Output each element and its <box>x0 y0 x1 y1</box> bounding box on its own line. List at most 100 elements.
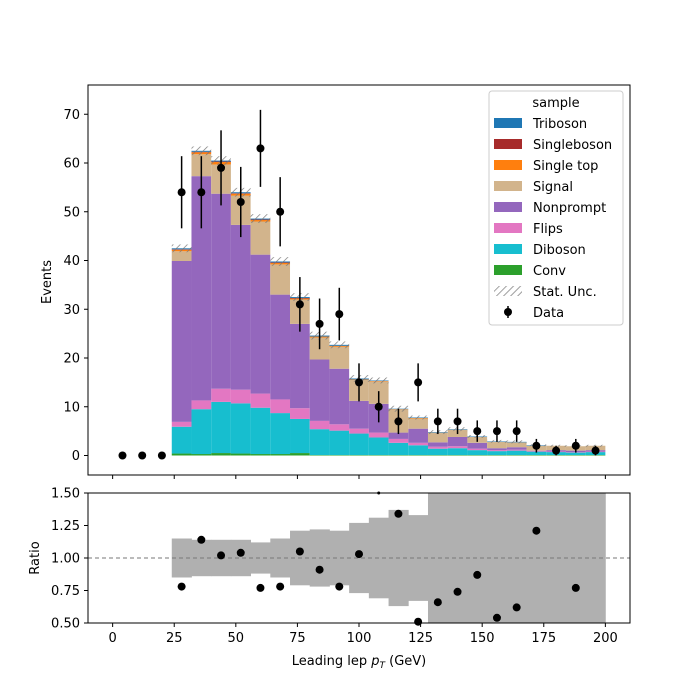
stat-unc-bin <box>250 214 271 223</box>
x-tick-label: 125 <box>408 631 433 646</box>
bar-signal <box>408 418 428 429</box>
bar-diboson <box>526 451 547 456</box>
legend-swatch <box>494 244 522 254</box>
bar-flips <box>427 446 448 449</box>
bar-flips <box>467 448 488 451</box>
data-point <box>355 378 363 387</box>
legend-entry-flips: Flips <box>494 222 563 237</box>
ratio-band-bin <box>329 530 350 586</box>
ratio-point <box>236 548 245 557</box>
y-tick-label: 30 <box>63 303 80 318</box>
main-y-axis: 0 10 20 30 40 50 60 70 <box>63 108 88 464</box>
ratio-points <box>177 491 580 626</box>
bar-signal <box>487 441 507 449</box>
bar-flips <box>309 420 330 430</box>
legend-swatch <box>494 181 522 191</box>
bar-signal <box>250 221 271 255</box>
bar-diboson <box>447 448 468 456</box>
bar-conv <box>191 454 212 456</box>
legend-entry-triboson: Triboson <box>494 117 587 132</box>
bar-signal <box>171 251 192 261</box>
legend-marker-data <box>504 308 512 316</box>
bar-diboson <box>506 450 527 456</box>
bar-flips <box>329 424 350 431</box>
y-tick-label: 50 <box>63 205 80 220</box>
bar-flips <box>368 432 389 438</box>
bar-conv <box>230 453 251 456</box>
legend-entry-conv: Conv <box>494 264 566 279</box>
ratio-band-bin <box>467 493 488 623</box>
data-points <box>118 109 600 460</box>
bar-signal <box>506 442 527 448</box>
legend-entry-singleboson: Singleboson <box>494 138 612 153</box>
ratio-point <box>197 535 206 544</box>
bar-nonprompt <box>467 442 488 449</box>
legend-label: Conv <box>533 264 566 279</box>
legend-swatch <box>494 265 522 275</box>
ratio-band-bin <box>546 493 567 623</box>
y-tick-label: 40 <box>63 254 80 269</box>
bar-flips <box>171 421 192 427</box>
data-point <box>492 427 501 436</box>
legend-box <box>488 90 624 326</box>
bar-diboson <box>309 429 330 456</box>
stat-unc-bin <box>191 146 212 156</box>
stat-unc-bin <box>171 244 192 253</box>
x-axis-label-prefix: Leading lep <box>292 654 371 669</box>
stat-unc-bin <box>329 341 350 349</box>
data-point <box>256 144 265 153</box>
bar-diboson <box>565 452 586 456</box>
legend-label: Triboson <box>532 117 587 132</box>
legend-entry-stat-unc: Stat. Unc. <box>494 285 597 300</box>
bar-diboson <box>290 418 310 454</box>
data-point <box>394 417 403 426</box>
legend-entry-data: Data <box>504 306 564 321</box>
legend-swatch <box>494 160 522 170</box>
ratio-y-tick-label: 0.75 <box>51 584 80 599</box>
bar-flips <box>388 438 409 443</box>
x-tick-label: 150 <box>470 631 495 646</box>
stat-unc-bin <box>368 377 389 384</box>
bar-flips <box>290 408 310 419</box>
data-point <box>512 427 521 436</box>
ratio-point <box>532 526 541 535</box>
legend-label: Nonprompt <box>533 201 606 216</box>
data-point <box>374 402 383 411</box>
legend-entry-diboson: Diboson <box>494 243 586 258</box>
bar-nonprompt <box>191 176 212 401</box>
ratio-y-tick-label: 1.25 <box>51 519 80 534</box>
x-axis: 0 25 50 75 100 125 150 175 200 <box>108 623 618 646</box>
x-axis-label-symbol: p <box>370 654 379 669</box>
bar-conv <box>270 454 291 456</box>
bar-nonprompt <box>427 442 448 447</box>
legend-entry-signal: Signal <box>494 180 573 195</box>
bar-diboson <box>211 401 231 454</box>
main-plot: 0 10 20 30 40 50 60 70 Events sample Triboson Sin… <box>40 84 631 479</box>
data-point <box>157 451 166 460</box>
data-point <box>118 451 127 460</box>
bar-diboson <box>467 450 488 456</box>
ratio-band-bin <box>565 493 587 623</box>
legend-label: Flips <box>533 222 563 237</box>
main-x-ticks <box>112 475 606 479</box>
bar-flips <box>447 446 468 449</box>
bar-flips <box>408 442 428 446</box>
ratio-point <box>315 565 324 574</box>
data-point <box>197 188 206 197</box>
x-tick-label: 175 <box>531 631 556 646</box>
bar-nonprompt <box>230 224 251 390</box>
bar-nonprompt <box>211 193 231 389</box>
ratio-point <box>512 603 521 612</box>
ratio-point <box>256 583 265 592</box>
ratio-point <box>453 587 462 596</box>
bar-conv <box>250 454 271 456</box>
ratio-y-tick-label: 0.50 <box>51 617 80 632</box>
bar-diboson <box>487 451 507 456</box>
legend-label: Signal <box>533 180 573 195</box>
ratio-point <box>217 551 226 560</box>
stat-unc-bin <box>270 257 291 266</box>
bar-flips <box>487 450 507 452</box>
bar-flips <box>191 400 212 410</box>
x-tick-label: 50 <box>228 631 245 646</box>
bar-diboson <box>171 426 192 454</box>
